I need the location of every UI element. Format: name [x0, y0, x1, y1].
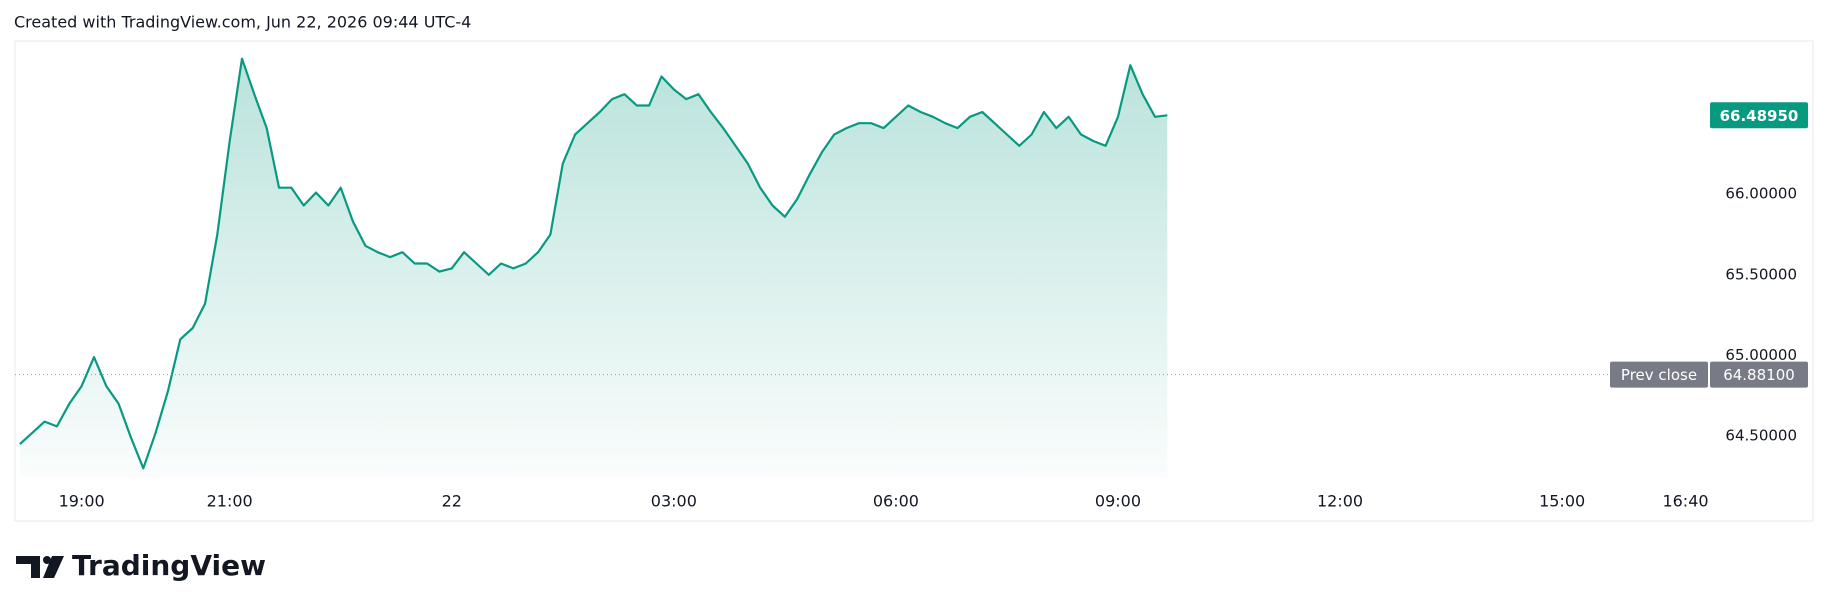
prev-close-value-box — [1710, 361, 1808, 388]
area-fill — [19, 58, 1168, 478]
prev-close-value: 64.88100 — [1723, 366, 1795, 384]
brand: TradingView — [72, 549, 266, 582]
logo — [16, 556, 64, 578]
x-tick-label: 21:00 — [207, 492, 253, 511]
price-line — [19, 57, 1168, 470]
x-tick-label: 03:00 — [651, 492, 697, 511]
chart-panel — [14, 40, 1814, 522]
last-price-label: 66.48950 — [1720, 107, 1799, 125]
x-tick-label: 15:00 — [1539, 492, 1585, 511]
y-tick-label: 65.50000 — [1725, 265, 1797, 283]
x-tick-label: 12:00 — [1317, 492, 1363, 511]
prev-close-name-box — [1610, 361, 1708, 388]
y-tick-label: 64.50000 — [1725, 427, 1797, 445]
y-tick-label: 65.00000 — [1725, 346, 1797, 364]
x-tick-label: 22 — [442, 492, 462, 511]
header-text: Created with TradingView.com, Jun 22, 20… — [14, 13, 471, 32]
x-tick-label: 09:00 — [1095, 492, 1141, 511]
x-tick-label: 06:00 — [873, 492, 919, 511]
x-tick-label: 19:00 — [59, 492, 105, 511]
last-price-tag: 66.48950 — [1710, 102, 1808, 129]
prev-close-name: Prev close — [1621, 366, 1697, 384]
x-tick-label: 16:40 — [1662, 492, 1708, 511]
y-tick-label: 66.00000 — [1725, 185, 1797, 203]
last-price-box — [1710, 102, 1808, 129]
